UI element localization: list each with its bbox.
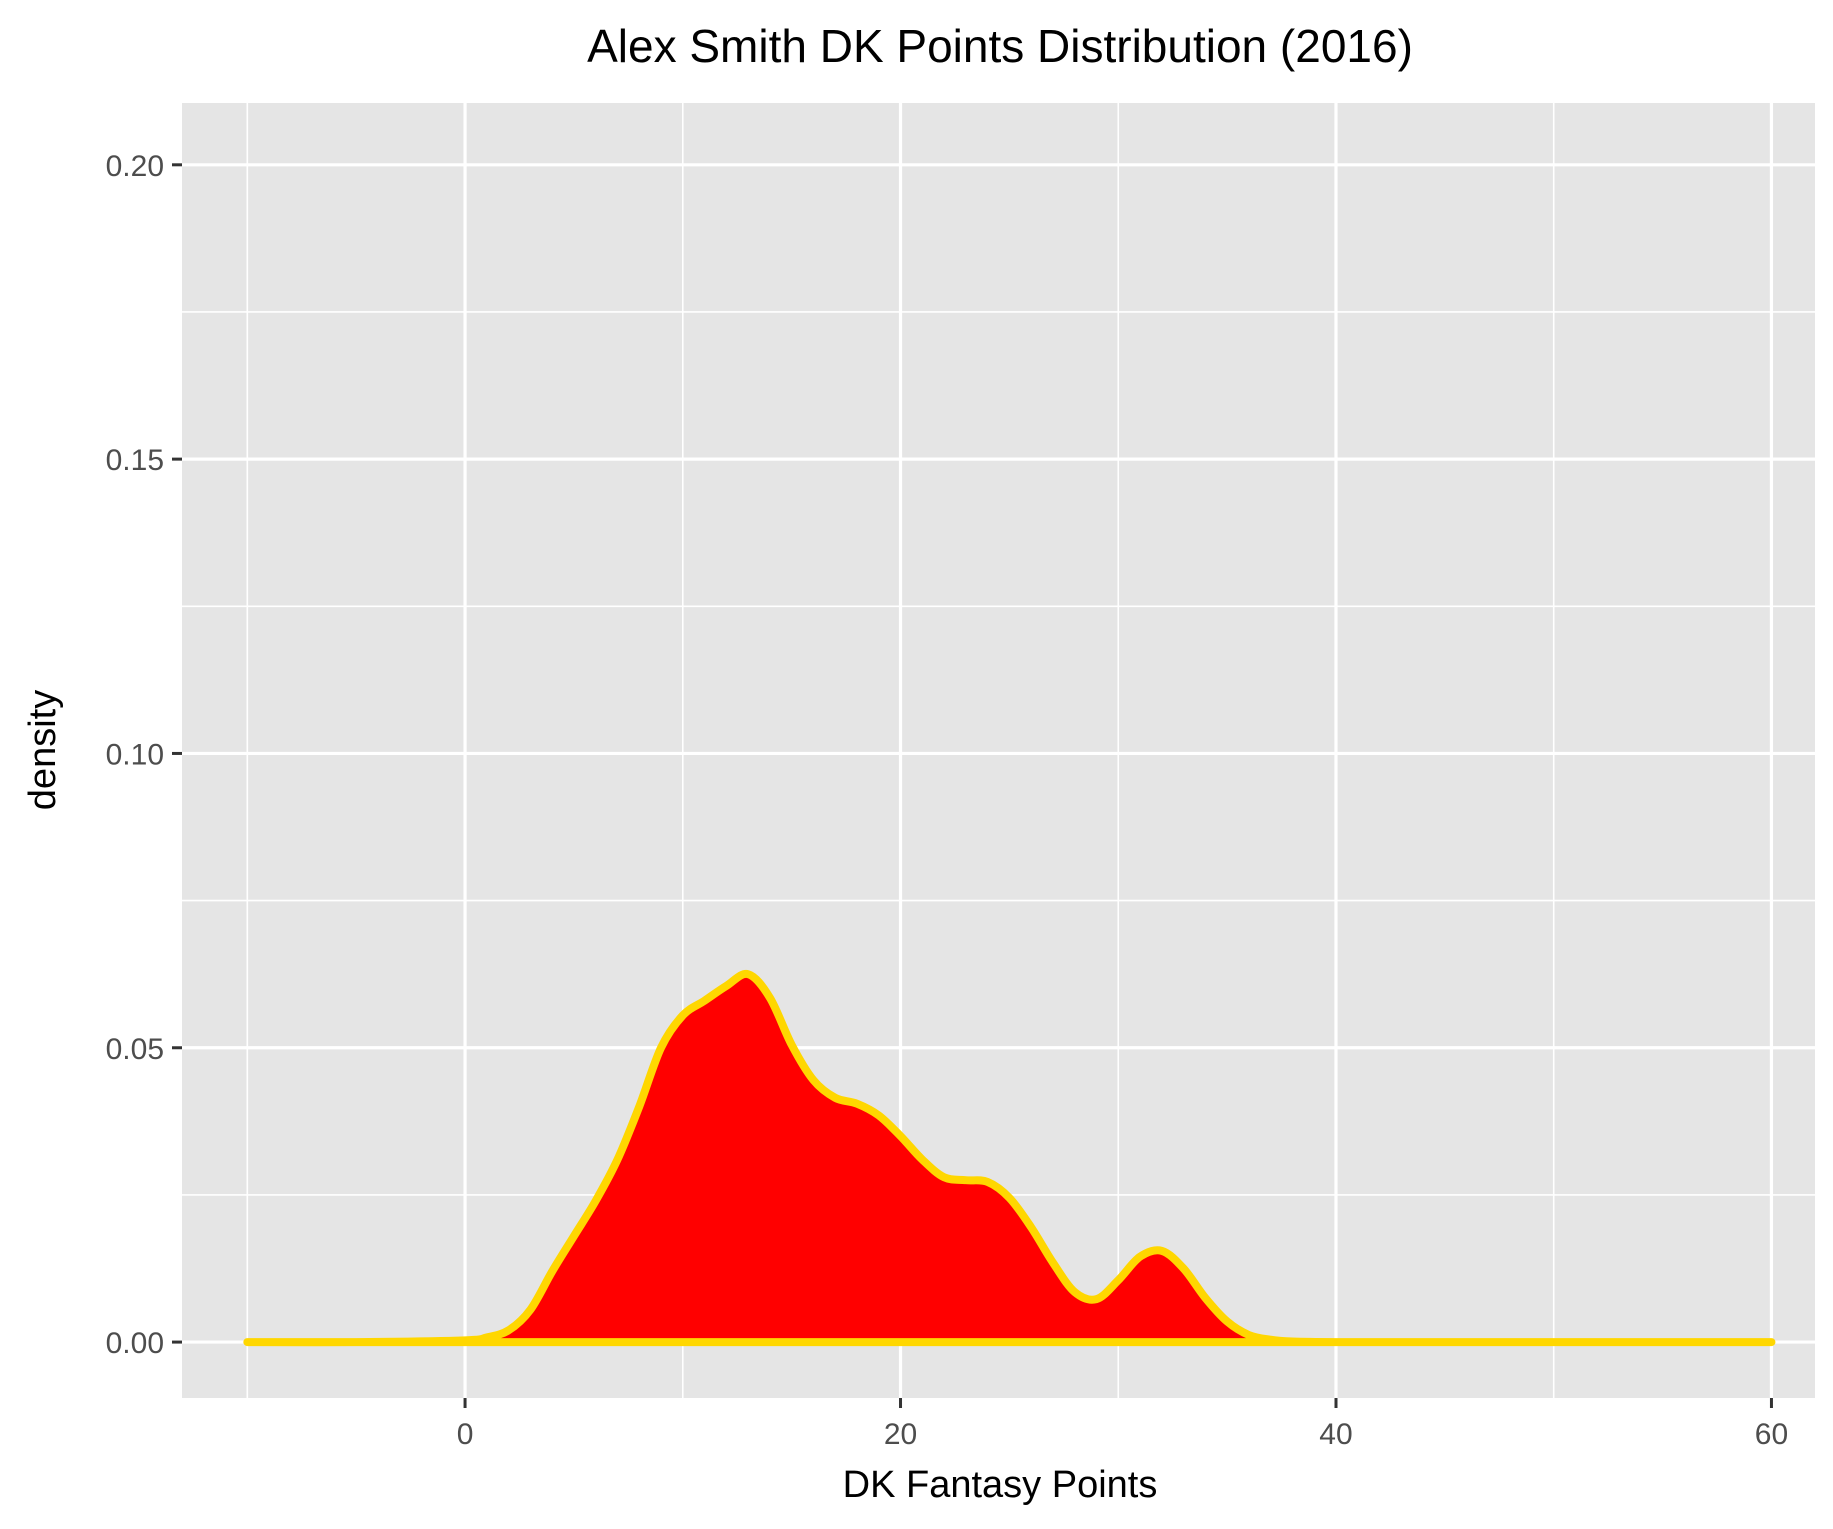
y-tick-label: 0.10 [106, 738, 164, 771]
chart-title: Alex Smith DK Points Distribution (2016) [587, 20, 1413, 72]
x-tick-label: 0 [457, 1418, 474, 1451]
y-tick-label: 0.15 [106, 444, 164, 477]
y-tick-label: 0.20 [106, 150, 164, 183]
x-tick-label: 60 [1755, 1418, 1788, 1451]
y-axis: 0.00 0.05 0.10 0.15 0.20 [106, 150, 182, 1360]
x-axis-title: DK Fantasy Points [843, 1464, 1158, 1506]
y-axis-title: density [22, 690, 64, 810]
plot-panel [182, 103, 1815, 1398]
density-area [247, 973, 1772, 1343]
x-tick-label: 20 [884, 1418, 917, 1451]
x-axis: 0 20 40 60 [457, 1398, 1788, 1451]
y-tick-label: 0.00 [106, 1327, 164, 1360]
y-tick-label: 0.05 [106, 1033, 164, 1066]
density-line [243, 969, 1776, 1347]
minor-grid [182, 103, 1815, 1398]
x-tick-label: 40 [1319, 1418, 1352, 1451]
